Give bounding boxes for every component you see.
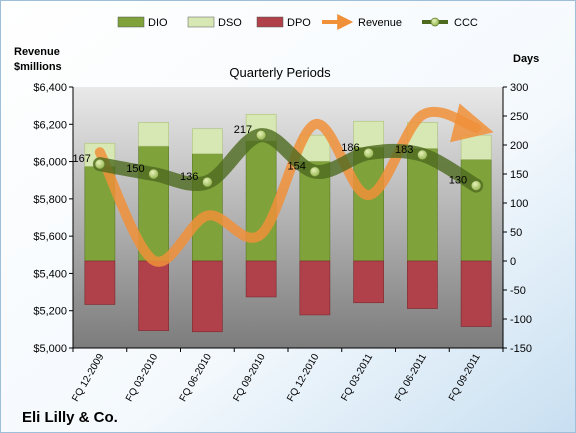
bar-dpo-4 <box>299 260 331 316</box>
plot-area <box>73 87 503 348</box>
legend-swatch-ccc-dot <box>430 17 440 27</box>
y-right-tick-label-2: -50 <box>510 285 526 297</box>
y-left-tick-label-7: $6,400 <box>33 82 67 94</box>
y-right-axis-title: Days <box>513 53 539 65</box>
bar-dpo-0 <box>84 260 116 305</box>
bar-dio-3 <box>245 140 277 262</box>
y-left-tick-label-3: $5,600 <box>33 231 67 243</box>
legend-label-revenue: Revenue <box>358 17 402 29</box>
y-left-tick-label-6: $6,200 <box>33 119 67 131</box>
legend-swatch-dpo <box>256 16 284 28</box>
ccc-label-1: 150 <box>126 163 144 175</box>
ccc-point-6 <box>416 149 428 161</box>
bar-dio-6 <box>407 148 438 262</box>
legend-label-ccc: CCC <box>454 17 478 29</box>
y-right-tick-label-0: -150 <box>510 343 532 355</box>
legend-swatch-dso <box>187 16 215 28</box>
ccc-label-5: 186 <box>341 142 359 154</box>
y-left-tick-label-5: $6,000 <box>33 157 67 169</box>
bar-dpo-2 <box>192 260 223 333</box>
ccc-label-2: 136 <box>180 171 198 183</box>
y-left-tick-label-1: $5,200 <box>33 306 67 318</box>
ccc-point-0 <box>94 158 106 170</box>
bar-dso-2 <box>192 128 223 154</box>
bar-dpo-1 <box>138 260 169 331</box>
bar-dpo-7 <box>460 260 492 327</box>
ccc-point-5 <box>363 147 375 159</box>
legend-label-dio: DIO <box>148 17 168 29</box>
bar-dio-5 <box>353 147 384 262</box>
y-left-tick-label-2: $5,400 <box>33 268 67 280</box>
bar-dpo-5 <box>353 260 384 304</box>
y-right-tick-label-3: 0 <box>510 256 516 268</box>
ccc-label-6: 183 <box>395 144 413 156</box>
y-right-tick-label-4: 50 <box>510 227 522 239</box>
y-right-tick-label-1: -100 <box>510 314 532 326</box>
ccc-point-2 <box>201 176 213 188</box>
ccc-label-4: 154 <box>288 161 306 173</box>
ccc-label-3: 217 <box>234 124 252 136</box>
ccc-point-7 <box>470 180 482 192</box>
y-left-tick-label-0: $5,000 <box>33 343 67 355</box>
ccc-label-0: 167 <box>73 153 91 165</box>
y-right-tick-label-5: 100 <box>510 198 528 210</box>
y-right-tick-label-6: 150 <box>510 169 528 181</box>
bar-dpo-3 <box>245 260 277 298</box>
bars-group <box>84 113 492 333</box>
y-right-tick-label-7: 200 <box>510 140 528 152</box>
chart-title: Quarterly Periods <box>229 65 331 80</box>
bar-dso-1 <box>138 122 169 147</box>
y-left-axis-title-line1: Revenue <box>14 46 60 58</box>
legend-swatch-dio <box>117 16 145 28</box>
bar-dpo-6 <box>407 260 438 309</box>
ccc-point-4 <box>309 166 321 178</box>
legend-label-dso: DSO <box>218 17 242 29</box>
line-ccc <box>92 128 484 193</box>
legend: DIO DSO DPO Revenue CCC <box>117 14 478 30</box>
y-right-tick-label-9: 300 <box>510 82 528 94</box>
line-revenue <box>94 103 494 267</box>
y-left-axis-title-line2: $millions <box>14 61 62 73</box>
ccc-point-3 <box>255 129 267 141</box>
y-right-tick-label-8: 250 <box>510 111 528 123</box>
ccc-label-7: 130 <box>449 175 467 187</box>
company-name: Eli Lilly & Co. <box>22 409 118 426</box>
bar-dso-7 <box>460 134 492 160</box>
ccc-point-1 <box>148 168 160 180</box>
legend-label-dpo: DPO <box>287 17 311 29</box>
y-left-tick-label-4: $5,800 <box>33 194 67 206</box>
lines-group: 167 150 136 217 154 186 183 130 <box>73 103 494 267</box>
